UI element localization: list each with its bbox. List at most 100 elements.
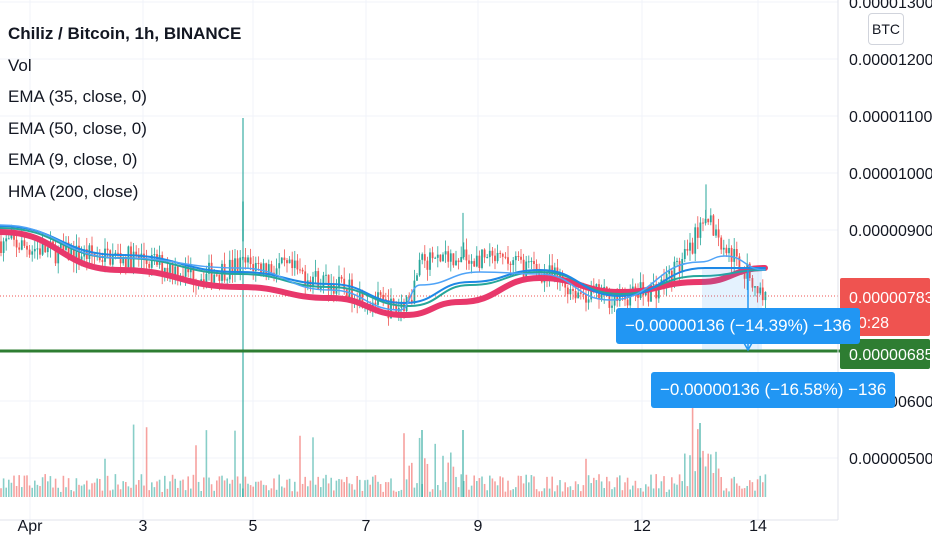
volume-bar bbox=[75, 478, 78, 497]
volume-bar bbox=[216, 480, 218, 497]
volume-bar bbox=[343, 482, 345, 497]
volume-bar bbox=[517, 475, 520, 497]
volume-bar bbox=[54, 478, 57, 497]
volume-bar bbox=[707, 453, 709, 497]
volume-bar bbox=[673, 483, 676, 497]
legend-vol[interactable]: Vol bbox=[8, 55, 32, 75]
volume-bar bbox=[574, 481, 577, 497]
volume-bar bbox=[403, 433, 405, 497]
volume-bar bbox=[187, 476, 189, 497]
volume-bar bbox=[270, 488, 273, 497]
candle-body bbox=[169, 264, 171, 273]
candle-body bbox=[231, 259, 234, 274]
candle-body bbox=[522, 259, 525, 277]
ema9-line bbox=[0, 224, 766, 311]
legend-ema9[interactable]: EMA (9, close, 0) bbox=[8, 150, 138, 169]
volume-bar bbox=[148, 490, 150, 497]
volume-bar bbox=[398, 491, 400, 497]
volume-bar bbox=[171, 474, 174, 497]
volume-bar bbox=[530, 475, 533, 497]
volume-bar bbox=[697, 429, 699, 497]
volume-bar bbox=[580, 491, 582, 497]
candle-body bbox=[132, 251, 135, 270]
candle-body bbox=[280, 257, 283, 264]
candle-body bbox=[488, 250, 491, 258]
candle-body bbox=[153, 254, 156, 256]
volume-bar bbox=[738, 485, 741, 497]
candle-body bbox=[707, 218, 710, 223]
candle-body bbox=[117, 252, 119, 254]
volume-bar bbox=[96, 478, 98, 497]
volume-bar bbox=[489, 475, 491, 497]
volume-bar bbox=[307, 486, 309, 497]
volume-bar bbox=[538, 491, 540, 497]
volume-bar bbox=[717, 468, 720, 497]
volume-bar bbox=[18, 475, 20, 497]
volume-bar bbox=[548, 488, 551, 497]
candle-body bbox=[681, 259, 684, 272]
volume-bar bbox=[704, 466, 707, 497]
candle-body bbox=[670, 270, 673, 285]
legend-ema50[interactable]: EMA (50, close, 0) bbox=[8, 118, 147, 138]
volume-bar bbox=[374, 475, 377, 497]
candle-body bbox=[10, 233, 13, 239]
volume-bar bbox=[541, 491, 543, 497]
volume-bar bbox=[450, 452, 452, 497]
volume-bar bbox=[725, 488, 728, 497]
candle-body bbox=[57, 248, 60, 264]
volume-bar bbox=[476, 481, 478, 497]
volume-bar bbox=[153, 487, 156, 497]
volume-bar bbox=[327, 483, 330, 497]
candle-body bbox=[673, 261, 676, 285]
volume-bar bbox=[335, 480, 338, 497]
volume-bar bbox=[15, 486, 18, 497]
volume-bar bbox=[83, 484, 85, 497]
volume-bar bbox=[572, 490, 574, 497]
candle-body bbox=[483, 249, 486, 258]
volume-bar bbox=[743, 488, 746, 497]
candle-body bbox=[759, 287, 762, 294]
volume-bar bbox=[749, 480, 751, 497]
candle-body bbox=[150, 255, 153, 268]
currency-button[interactable]: BTC bbox=[868, 13, 904, 45]
volume-bar bbox=[60, 491, 62, 497]
volume-bar bbox=[629, 489, 631, 497]
volume-bar bbox=[663, 476, 665, 497]
candle-body bbox=[78, 245, 80, 260]
volume-bar bbox=[369, 484, 371, 497]
volume-bar bbox=[2, 478, 5, 497]
volume-bar bbox=[88, 489, 91, 497]
volume-bar bbox=[104, 458, 106, 497]
volume-bar bbox=[39, 486, 41, 497]
symbol-title[interactable]: Chiliz / Bitcoin, 1h, BINANCE bbox=[8, 24, 242, 43]
volume-bar bbox=[44, 474, 46, 497]
candle-body bbox=[457, 260, 460, 263]
candle-body bbox=[447, 251, 450, 262]
volume-bar bbox=[462, 430, 464, 497]
volume-bar bbox=[174, 478, 176, 497]
volume-bar bbox=[112, 489, 114, 497]
last-price-badge bbox=[840, 278, 930, 336]
volume-bar bbox=[93, 482, 96, 497]
volume-bar bbox=[652, 488, 655, 497]
last-price-badge-value: 0.00000783 bbox=[849, 290, 932, 307]
volume-bar bbox=[512, 489, 514, 497]
volume-bar bbox=[405, 479, 408, 497]
volume-bar bbox=[359, 479, 361, 497]
candle-body bbox=[475, 255, 478, 267]
volume-bar bbox=[247, 483, 249, 497]
volume-bar bbox=[637, 488, 639, 497]
candle-body bbox=[520, 256, 522, 260]
volume-bar bbox=[754, 490, 756, 497]
candle-body bbox=[44, 242, 47, 253]
volume-bar bbox=[525, 474, 527, 497]
volume-bar bbox=[509, 490, 512, 497]
candle-body bbox=[36, 248, 39, 250]
legend-ema35[interactable]: EMA (35, close, 0) bbox=[8, 87, 147, 106]
volume-bar bbox=[590, 483, 592, 497]
candle-body bbox=[257, 262, 260, 264]
candle-body bbox=[579, 292, 582, 294]
legend-hma[interactable]: HMA (200, close) bbox=[8, 181, 139, 201]
volume-bar bbox=[364, 480, 366, 497]
